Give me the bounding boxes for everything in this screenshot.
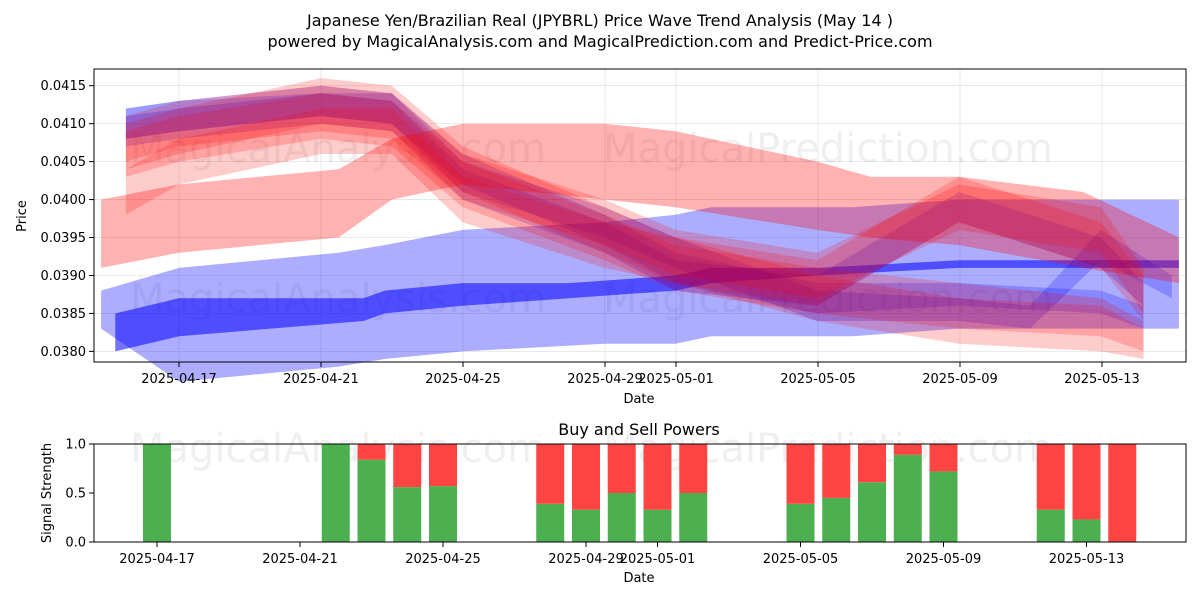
buy-bar-12 xyxy=(858,482,886,542)
price-x-axis-label: Date xyxy=(623,392,654,407)
sell-bar-9 xyxy=(679,444,708,493)
price-y-axis-label: Price xyxy=(15,200,30,232)
signal-x-tick-label-7: 2025-05-13 xyxy=(1049,552,1125,567)
buy-bar-11 xyxy=(822,497,851,542)
signal-y-axis-label: Signal Strength xyxy=(40,443,55,543)
price-watermark-0: MagicalAnalysis.com xyxy=(130,126,546,172)
sell-bar-7 xyxy=(607,444,636,493)
sell-bar-6 xyxy=(572,444,600,510)
signal-bars xyxy=(143,444,1137,542)
sell-bar-4 xyxy=(429,444,457,487)
price-band-2 xyxy=(125,93,1144,329)
sell-bar-5 xyxy=(536,444,565,504)
buy-bar-2 xyxy=(357,459,386,542)
price-y-tick-label-0: 0.0380 xyxy=(41,345,87,360)
price-x-tick-label-4: 2025-05-01 xyxy=(638,372,714,387)
price-y-tick-label-6: 0.0410 xyxy=(41,117,87,132)
chart-title: Japanese Yen/Brazilian Real (JPYBRL) Pri… xyxy=(306,11,893,30)
price-band-6 xyxy=(125,85,1144,314)
buy-bar-9 xyxy=(679,493,708,542)
price-plot: MagicalAnalysis.com MagicalPrediction.com… xyxy=(15,68,1187,407)
sell-bar-17 xyxy=(1108,444,1137,542)
price-y-tick-label-7: 0.0415 xyxy=(41,79,87,94)
signal-plot: Buy and Sell Powers MagicalAnalysis.comM… xyxy=(40,420,1187,586)
signal-x-tick-label-5: 2025-05-05 xyxy=(763,552,839,567)
buy-bar-13 xyxy=(893,454,922,542)
signal-x-tick-label-4: 2025-05-01 xyxy=(620,552,696,567)
sell-bar-15 xyxy=(1036,444,1065,510)
price-y-tick-label-4: 0.0400 xyxy=(41,193,87,208)
sell-bar-11 xyxy=(822,444,851,498)
price-x-tick-label-5: 2025-05-05 xyxy=(780,372,856,387)
chart-subtitle: powered by MagicalAnalysis.com and Magic… xyxy=(267,32,932,51)
price-grid xyxy=(94,69,1186,362)
signal-x-tick-label-1: 2025-04-21 xyxy=(262,552,338,567)
price-band-8 xyxy=(125,108,1144,321)
price-band-7 xyxy=(125,93,1144,352)
buy-bar-7 xyxy=(607,493,636,542)
signal-x-ticks: 2025-04-17 2025-04-21 2025-04-25 2025-04-29… xyxy=(119,542,1124,567)
price-band-5 xyxy=(101,123,1179,284)
sell-bar-14 xyxy=(929,444,958,472)
sell-bar-12 xyxy=(858,444,886,483)
sell-bar-10 xyxy=(786,444,815,504)
sell-bar-8 xyxy=(643,444,672,510)
price-x-tick-label-1: 2025-04-21 xyxy=(283,372,359,387)
price-y-tick-label-3: 0.0395 xyxy=(41,231,87,246)
price-watermark-1: MagicalPrediction.com xyxy=(603,126,1053,172)
signal-x-tick-label-3: 2025-04-29 xyxy=(548,552,624,567)
buy-bar-3 xyxy=(393,487,422,542)
price-x-ticks: 2025-04-17 2025-04-21 2025-04-25 2025-04-29… xyxy=(141,362,1140,387)
signal-x-axis-label: Date xyxy=(623,571,654,586)
signal-x-tick-label-6: 2025-05-09 xyxy=(906,552,982,567)
signal-y-ticks: 0.0 0.5 1.0 xyxy=(65,438,94,551)
buy-bar-8 xyxy=(643,509,672,542)
price-bands xyxy=(101,78,1179,382)
buy-bar-16 xyxy=(1072,519,1101,542)
signal-x-tick-label-0: 2025-04-17 xyxy=(119,552,195,567)
price-y-tick-label-5: 0.0405 xyxy=(41,155,87,170)
price-band-3 xyxy=(125,93,1144,306)
price-x-tick-label-7: 2025-05-13 xyxy=(1064,372,1140,387)
price-x-tick-label-0: 2025-04-17 xyxy=(141,372,217,387)
price-x-tick-label-6: 2025-05-09 xyxy=(922,372,998,387)
signal-y-tick-label-2: 1.0 xyxy=(65,438,86,453)
sell-bar-2 xyxy=(357,444,386,460)
buy-bar-4 xyxy=(429,486,457,542)
signal-title: Buy and Sell Powers xyxy=(558,420,720,439)
buy-bar-15 xyxy=(1036,509,1065,542)
sell-bar-3 xyxy=(393,444,422,488)
price-band-1 xyxy=(115,260,1179,352)
buy-bar-6 xyxy=(572,509,600,542)
buy-bar-10 xyxy=(786,503,815,542)
buy-bar-1 xyxy=(321,444,350,542)
price-y-tick-label-1: 0.0385 xyxy=(41,307,87,322)
price-band-4 xyxy=(125,85,1172,329)
price-y-tick-label-2: 0.0390 xyxy=(41,269,87,284)
signal-y-tick-label-1: 0.5 xyxy=(65,487,86,502)
buy-bar-5 xyxy=(536,503,565,542)
price-x-tick-label-2: 2025-04-25 xyxy=(425,372,501,387)
sell-bar-13 xyxy=(893,444,922,455)
price-x-tick-label-3: 2025-04-29 xyxy=(567,372,643,387)
price-band-9 xyxy=(125,78,1144,359)
price-plot-frame xyxy=(93,68,1187,363)
signal-y-tick-label-0: 0.0 xyxy=(65,536,86,551)
buy-bar-0 xyxy=(143,444,171,542)
signal-x-tick-label-2: 2025-04-25 xyxy=(405,552,481,567)
buy-bar-14 xyxy=(929,471,958,542)
sell-bar-16 xyxy=(1072,444,1101,520)
price-y-ticks: 0.0380 0.0385 0.0390 0.0395 0.0400 0.0405 0.04… xyxy=(41,79,94,360)
